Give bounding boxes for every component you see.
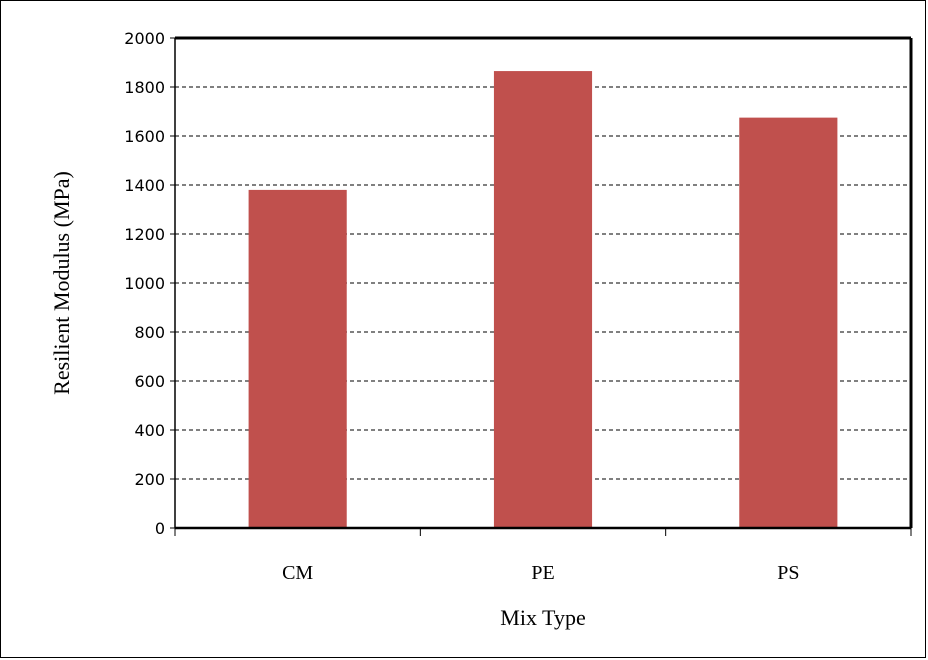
y-tick-label-200: 200 — [134, 470, 165, 489]
y-axis-title: Resilient Modulus (MPa) — [49, 171, 74, 395]
y-tick-label-1800: 1800 — [124, 78, 165, 97]
y-tick-label-600: 600 — [134, 372, 165, 391]
x-axis-title: Mix Type — [500, 605, 585, 630]
bar-ps — [739, 117, 838, 528]
x-tick-label-pe: PE — [531, 562, 554, 584]
axes — [170, 36, 913, 536]
bar-pe — [493, 71, 593, 528]
y-tick-label-0: 0 — [155, 519, 165, 538]
y-tick-label-1200: 1200 — [124, 225, 165, 244]
x-tick-label-ps: PS — [777, 562, 799, 584]
y-tick-label-1600: 1600 — [124, 127, 165, 146]
y-tick-label-800: 800 — [134, 323, 165, 342]
x-tick-labels: CM PE PS — [282, 562, 799, 584]
bar-cm — [248, 189, 347, 528]
x-tick-label-cm: CM — [282, 562, 313, 584]
y-tick-label-1000: 1000 — [124, 274, 165, 293]
bars — [248, 71, 838, 528]
y-tick-label-400: 400 — [134, 421, 165, 440]
y-tick-labels: 0 200 400 600 800 1000 1200 1400 1600 1800 2000 — [124, 29, 165, 538]
y-tick-label-1400: 1400 — [124, 176, 165, 195]
y-tick-label-2000: 2000 — [124, 29, 165, 48]
